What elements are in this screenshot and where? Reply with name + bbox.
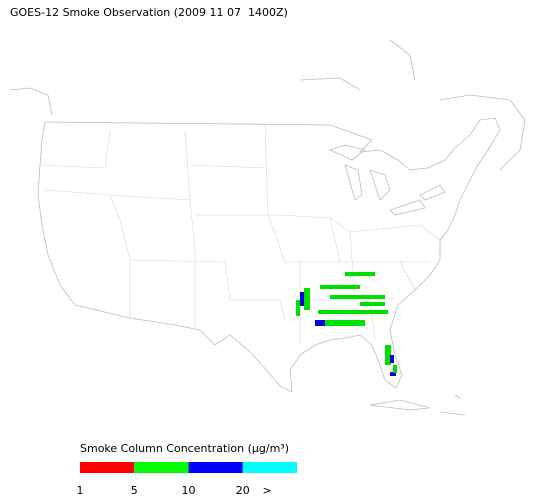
colorbar-label: 10 xyxy=(182,484,196,497)
colorbar-segment xyxy=(134,462,189,473)
smoke-pixel xyxy=(296,300,300,316)
colorbar-label: 1 xyxy=(77,484,84,497)
smoke-pixels xyxy=(296,272,397,376)
colorbar-label: 5 xyxy=(131,484,138,497)
caribbean xyxy=(369,394,466,416)
smoke-pixel xyxy=(300,292,304,306)
smoke-pixel xyxy=(385,345,391,365)
canada-coast xyxy=(9,39,526,171)
map-title: GOES-12 Smoke Observation (2009 11 07 14… xyxy=(10,6,288,19)
colorbar-segment xyxy=(188,462,243,473)
smoke-pixel xyxy=(360,302,385,306)
colorbar-segment xyxy=(242,462,297,473)
colorbar-segment xyxy=(80,462,135,473)
legend-title: Smoke Column Concentration (μg/m³) xyxy=(80,442,289,455)
map xyxy=(9,39,526,416)
smoke-pixel xyxy=(330,295,385,299)
smoke-pixel xyxy=(390,355,394,363)
smoke-pixel xyxy=(318,310,388,314)
colorbar-label: 20 xyxy=(236,484,250,497)
great-lakes xyxy=(328,144,446,216)
smoke-pixel xyxy=(393,365,397,373)
smoke-pixel xyxy=(315,320,325,326)
smoke-pixel xyxy=(325,320,365,326)
smoke-pixel xyxy=(390,372,396,376)
smoke-pixel xyxy=(304,288,310,310)
smoke-pixel xyxy=(345,272,375,276)
colorbar-label: > xyxy=(263,484,272,497)
coastline xyxy=(37,117,501,393)
smoke-pixel xyxy=(320,285,360,289)
